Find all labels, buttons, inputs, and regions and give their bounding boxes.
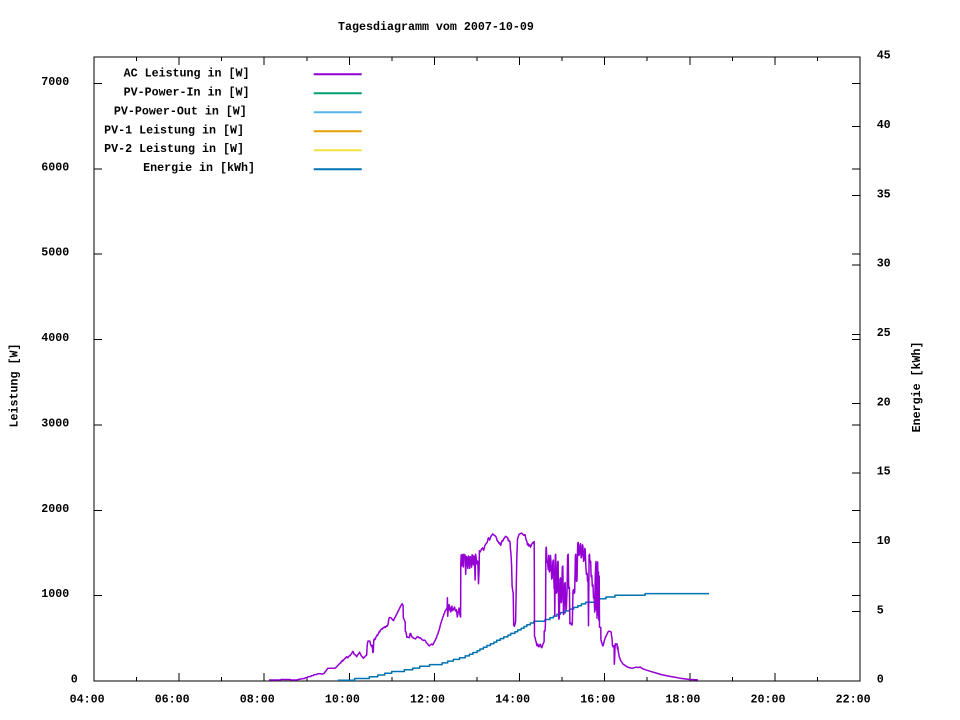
svg-text:06:00: 06:00 [155,692,190,706]
svg-text:Leistung [W]: Leistung [W] [8,344,22,428]
svg-text:40: 40 [877,118,891,132]
svg-text:30: 30 [877,257,891,271]
svg-text:PV-Power-In in [W]: PV-Power-In in [W] [124,85,250,99]
svg-text:3000: 3000 [41,417,69,431]
svg-text:6000: 6000 [41,160,69,174]
svg-text:1000: 1000 [41,587,69,601]
svg-text:5000: 5000 [41,246,69,260]
svg-text:16:00: 16:00 [580,692,615,706]
svg-text:Energie [kWh]: Energie [kWh] [910,341,924,432]
svg-text:0: 0 [877,673,884,687]
svg-text:PV-2 Leistung in [W]: PV-2 Leistung in [W] [104,142,244,156]
svg-text:35: 35 [877,187,891,201]
svg-text:22:00: 22:00 [836,692,871,706]
svg-text:45: 45 [877,49,891,63]
svg-text:5: 5 [877,603,884,617]
svg-text:0: 0 [71,673,78,687]
svg-text:PV-Power-Out in [W]: PV-Power-Out in [W] [114,104,247,118]
svg-text:04:00: 04:00 [70,692,105,706]
svg-text:PV-1 Leistung in [W]: PV-1 Leistung in [W] [104,123,244,137]
svg-text:10:00: 10:00 [325,692,360,706]
svg-text:20: 20 [877,395,891,409]
svg-text:14:00: 14:00 [495,692,530,706]
svg-text:08:00: 08:00 [240,692,275,706]
svg-text:15: 15 [877,465,891,479]
svg-text:Energie in [kWh]: Energie in [kWh] [143,161,255,175]
svg-text:AC Leistung in [W]: AC Leistung in [W] [124,66,250,80]
svg-text:2000: 2000 [41,502,69,516]
svg-text:7000: 7000 [41,75,69,89]
svg-text:12:00: 12:00 [410,692,445,706]
svg-text:10: 10 [877,534,891,548]
svg-text:25: 25 [877,326,891,340]
svg-text:18:00: 18:00 [665,692,700,706]
svg-text:Tagesdiagramm vom 2007-10-09: Tagesdiagramm vom 2007-10-09 [338,20,534,34]
svg-text:4000: 4000 [41,331,69,345]
svg-text:20:00: 20:00 [751,692,786,706]
